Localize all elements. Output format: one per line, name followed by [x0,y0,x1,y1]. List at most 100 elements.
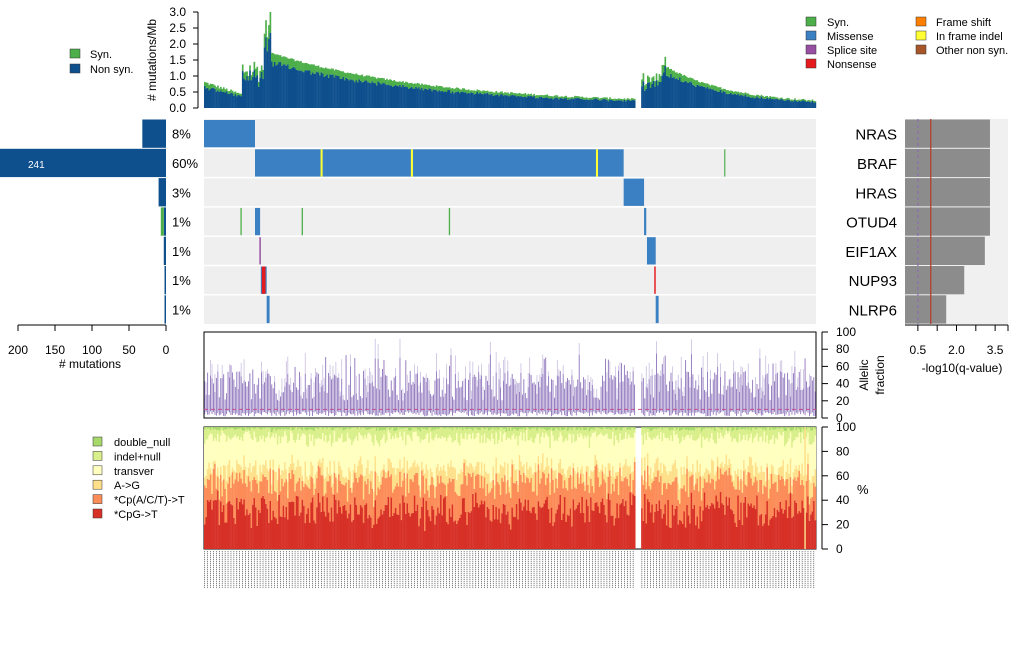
spectrum-legend-swatch [92,494,103,504]
spectrum-bar-segment [482,504,484,549]
rate-bar-syn [421,83,423,88]
spectrum-bar-segment [222,433,225,465]
spectrum-bar-segment [759,427,761,429]
spectrum-bar-segment [684,491,687,528]
spectrum-bar-segment [680,488,683,522]
spectrum-bar-segment [336,513,339,549]
spectrum-bar-segment [464,459,467,476]
spectrum-bar-segment [552,427,554,431]
spectrum-tick-label: 100 [836,420,856,434]
spectrum-bar-segment [480,427,483,436]
spectrum-bar-segment [585,471,588,500]
spectrum-bar-segment [566,514,569,549]
rate-bar-nonsyn [594,98,597,108]
spectrum-bar-segment [610,429,613,439]
spectrum-bar-segment [727,505,729,549]
rate-bar-syn [612,99,614,101]
spectrum-bar-segment [441,470,444,483]
spectrum-bar-segment [246,509,248,549]
spectrum-bar-segment [520,502,522,549]
spectrum-bar-segment [495,457,498,474]
spectrum-bar-segment [492,438,495,467]
spectrum-bar-segment [208,479,211,502]
spectrum-bar-segment [370,427,372,430]
spectrum-bar-segment [642,484,645,521]
spectrum-bar-segment [306,513,308,549]
spectrum-bar-segment [652,437,655,473]
spectrum-bar-segment [374,434,377,457]
rate-bar-nonsyn [408,88,410,108]
spectrum-bar-segment [566,490,569,515]
spectrum-bar-segment [310,440,313,462]
rate-bar-syn [767,97,770,100]
rate-bar-nonsyn [657,85,659,108]
spectrum-bar-segment [778,427,780,429]
spectrum-bar-segment [422,427,425,430]
spectrum-bar-segment [485,427,487,429]
spectrum-bar-segment [508,524,511,549]
spectrum-bar-segment [613,428,616,446]
rate-bar-syn [441,86,444,91]
spectrum-tick-label: 60 [836,469,850,483]
spectrum-bar-segment [496,427,499,431]
spectrum-bar-segment [565,427,568,439]
rate-bar-nonsyn [320,72,323,108]
spectrum-bar-segment [753,438,755,476]
significance-bar [905,119,990,148]
spectrum-bar-segment [507,479,509,512]
rate-bar-nonsyn [661,75,664,108]
spectrum-bar-segment [702,428,704,437]
rate-bar-syn [776,97,779,99]
spectrum-bar-segment [504,461,506,476]
rate-bar-nonsyn [224,92,227,108]
spectrum-bar-segment [317,465,320,493]
spectrum-bar-segment [732,438,735,481]
spectrum-bar-segment [561,427,563,431]
legend-swatch-syn-r [805,16,817,27]
spectrum-bar-segment [667,437,670,475]
spectrum-bar-segment [628,467,630,487]
spectrum-bar-segment [632,427,635,438]
spectrum-bar-segment [343,427,346,430]
legend-label-frameshift: Frame shift [936,17,991,29]
spectrum-bar-segment [585,427,588,430]
spectrum-bar-segment [696,460,699,479]
rate-bar-syn [476,89,479,92]
spectrum-bar-segment [472,430,474,433]
spectrum-bar-segment [340,513,343,549]
rate-bar-syn [220,86,222,91]
spectrum-bar-segment [380,427,382,430]
spectrum-bar-segment [255,507,257,549]
spectrum-bar-segment [646,431,649,454]
spectrum-bar-segment [444,428,447,438]
spectrum-bar-segment [272,469,275,511]
rate-bar-nonsyn [684,80,687,108]
rate-bar-nonsyn [561,98,563,108]
spectrum-bar-segment [424,427,426,429]
rate-bar-syn [307,63,310,71]
spectrum-bar-segment [772,515,774,549]
spectrum-bar-segment [702,436,704,476]
spectrum-bar-segment [757,492,760,526]
rate-bar-nonsyn [769,97,772,108]
spectrum-bar-segment [472,472,474,494]
spectrum-bar-segment [364,427,366,429]
spectrum-bar-segment [301,433,304,476]
spectrum-bar-segment [510,476,512,498]
spectrum-bar-segment [727,427,729,431]
spectrum-bar-segment [748,456,751,473]
spectrum-bar-segment [546,496,549,549]
rate-bar-nonsyn [410,86,413,108]
spectrum-bar-segment [757,427,760,442]
spectrum-bar-segment [493,498,496,520]
spectrum-bar-segment [724,471,726,515]
rate-bar-nonsyn [491,93,493,108]
spectrum-bar-segment [488,508,490,549]
spectrum-bar-segment [368,432,371,474]
rate-bar-syn [705,83,707,89]
spectrum-bar-segment [718,427,721,439]
spectrum-bar-segment [791,447,793,486]
spectrum-bar-segment [718,507,721,549]
spectrum-bar-segment [486,483,489,507]
rate-bar-syn [483,90,486,94]
